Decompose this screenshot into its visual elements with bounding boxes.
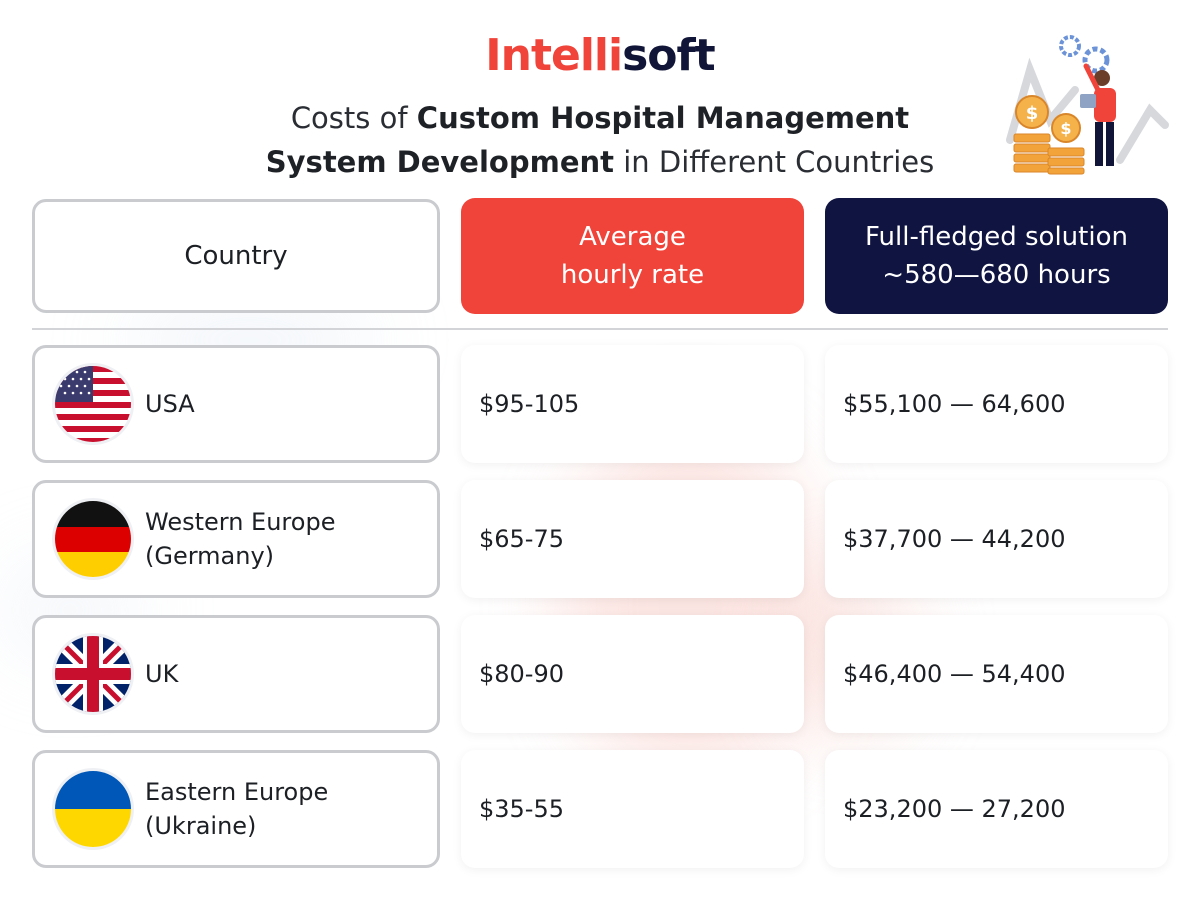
table-cell-rate: $80-90 <box>461 615 804 733</box>
table-cell-cost: $23,200 — 27,200 <box>825 750 1168 868</box>
brand-logo: Intellisoft <box>0 30 1200 81</box>
ukraine-flag-icon <box>55 771 131 847</box>
page-title: Costs of Custom Hospital Management Syst… <box>200 96 1000 184</box>
country-name: Western Europe (Germany) <box>145 505 335 573</box>
country-line1: Western Europe <box>145 508 336 536</box>
country-line1: USA <box>145 390 195 418</box>
country-line2: (Germany) <box>145 542 275 570</box>
svg-text:$: $ <box>1026 103 1039 124</box>
table-cell-rate: $95-105 <box>461 345 804 463</box>
table-row-country: UK <box>32 615 440 733</box>
germany-flag-icon <box>55 501 131 577</box>
brand-logo-part1: Intelli <box>485 30 623 81</box>
table-row-country: Western Europe (Germany) <box>32 480 440 598</box>
country-name: UK <box>145 657 178 691</box>
table-cell-rate: $35-55 <box>461 750 804 868</box>
header-country: Country <box>32 199 440 313</box>
hourly-rate-value: $65-75 <box>479 525 565 553</box>
total-cost-value: $37,700 — 44,200 <box>843 525 1066 553</box>
table-cell-cost: $37,700 — 44,200 <box>825 480 1168 598</box>
title-line1-bold: Custom Hospital Management <box>416 101 910 135</box>
table-cell-rate: $65-75 <box>461 480 804 598</box>
hourly-rate-value: $35-55 <box>479 795 565 823</box>
header-full-solution: Full-fledged solution ~580—680 hours <box>825 198 1168 314</box>
svg-text:$: $ <box>1060 119 1071 138</box>
hourly-rate-value: $80-90 <box>479 660 565 688</box>
usa-flag-icon <box>55 366 131 442</box>
header-country-label: Country <box>184 241 288 271</box>
country-name: USA <box>145 387 195 421</box>
header-rate-line1: Average <box>579 222 686 252</box>
uk-flag-icon <box>55 636 131 712</box>
title-line2-plain: in Different Countries <box>614 145 935 179</box>
developer-coins-illustration: $ $ <box>1000 30 1180 180</box>
header-divider <box>32 328 1168 330</box>
header-solution-line1: Full-fledged solution <box>865 222 1128 252</box>
country-name: Eastern Europe (Ukraine) <box>145 775 328 843</box>
country-line1: UK <box>145 660 179 688</box>
title-line2-bold: System Development <box>265 145 614 179</box>
header-hourly-rate: Average hourly rate <box>461 198 804 314</box>
country-line2: (Ukraine) <box>145 812 257 840</box>
table-row-country: Eastern Europe (Ukraine) <box>32 750 440 868</box>
hourly-rate-value: $95-105 <box>479 390 580 418</box>
title-line1-plain: Costs of <box>290 101 417 135</box>
table-cell-cost: $46,400 — 54,400 <box>825 615 1168 733</box>
total-cost-value: $46,400 — 54,400 <box>843 660 1066 688</box>
total-cost-value: $55,100 — 64,600 <box>843 390 1066 418</box>
country-line1: Eastern Europe <box>145 778 329 806</box>
header-rate-line2: hourly rate <box>560 260 705 290</box>
brand-logo-part2: soft <box>622 30 716 81</box>
total-cost-value: $23,200 — 27,200 <box>843 795 1066 823</box>
table-row-country: USA <box>32 345 440 463</box>
header-solution-line2: ~580—680 hours <box>882 260 1111 290</box>
table-cell-cost: $55,100 — 64,600 <box>825 345 1168 463</box>
